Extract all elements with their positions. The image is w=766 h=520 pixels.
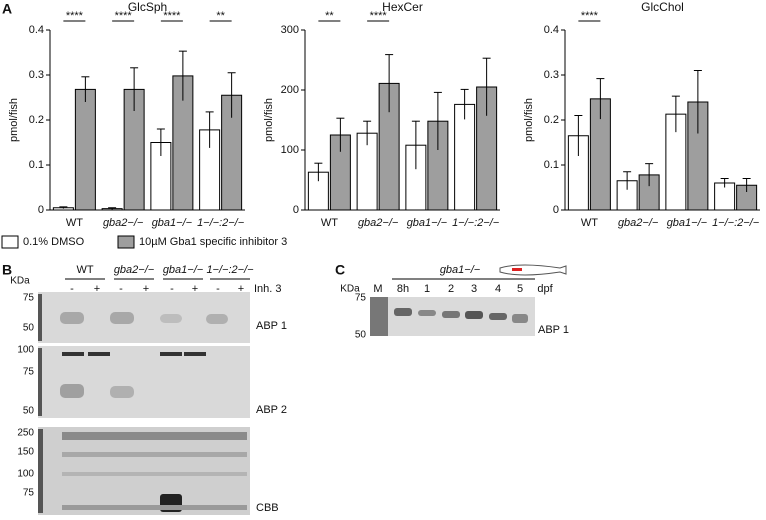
- significance-label: **: [325, 10, 334, 22]
- y-tick-label: 0.3: [29, 69, 44, 81]
- x-tick-label: WT: [321, 217, 338, 229]
- lane-label: -: [216, 283, 220, 295]
- x-tick-label: gba1−/−: [407, 217, 448, 229]
- gel-c: [370, 297, 535, 336]
- blot-label: ABP 2: [256, 404, 287, 416]
- marker-label: 100: [17, 345, 34, 356]
- x-tick-label: WT: [581, 217, 598, 229]
- y-tick-label: 0.3: [544, 69, 559, 81]
- lane-label: +: [238, 283, 244, 295]
- legend-swatch: [117, 235, 135, 249]
- lane-group-label: gba2−/−: [114, 264, 155, 276]
- panel-label: A: [2, 1, 12, 17]
- y-tick-label: 0: [553, 204, 559, 216]
- x-tick-label: gba2−/−: [358, 217, 399, 229]
- lane-group-label: WT: [76, 264, 93, 276]
- lane-label: 8h: [397, 283, 409, 295]
- lane-group-label: gba1−/−: [163, 264, 204, 276]
- y-tick-label: 100: [281, 144, 299, 156]
- marker-label: 250: [17, 428, 34, 439]
- significance-label: ****: [370, 10, 388, 22]
- lane-label: 4: [495, 283, 501, 295]
- x-tick-label: gba1−/−: [152, 217, 193, 229]
- y-axis-label: pmol/fish: [8, 98, 20, 142]
- y-tick-label: 0.1: [544, 159, 559, 171]
- y-tick-label: 0.1: [29, 159, 44, 171]
- treatment-label: Inh. 3: [254, 283, 282, 295]
- significance-label: ****: [163, 10, 181, 22]
- lane-label: M: [373, 283, 382, 295]
- y-tick-label: 200: [281, 84, 299, 96]
- legend-label: 0.1% DMSO: [23, 236, 85, 248]
- x-tick-label: 1−/−:2−/−: [452, 217, 500, 229]
- legend-swatch: [1, 235, 19, 249]
- panel-label: C: [335, 262, 345, 278]
- blot-label: ABP 1: [538, 324, 569, 336]
- bar: [74, 88, 96, 211]
- blot-label: CBB: [256, 502, 279, 514]
- marker-label: 75: [355, 293, 367, 304]
- bar: [454, 103, 476, 211]
- unit-label: KDa: [340, 284, 360, 295]
- marker-label: 75: [23, 293, 35, 304]
- y-tick-label: 0.4: [544, 24, 559, 36]
- gel-b1: [38, 292, 250, 343]
- lane-group-label: gba1−/−: [440, 264, 481, 276]
- chart-title: GlcChol: [641, 0, 684, 14]
- significance-label: ****: [115, 10, 133, 22]
- y-tick-label: 0.4: [29, 24, 44, 36]
- y-tick-label: 0: [38, 204, 44, 216]
- marker-label: 75: [23, 367, 35, 378]
- x-tick-label: 1−/−:2−/−: [712, 217, 760, 229]
- significance-label: ****: [66, 10, 84, 22]
- chart-title: HexCer: [382, 0, 423, 14]
- panel-label: B: [2, 262, 12, 278]
- y-tick-label: 0.2: [544, 114, 559, 126]
- fish-icon: [499, 264, 567, 276]
- x-tick-label: 1−/−:2−/−: [197, 217, 245, 229]
- lane-label: +: [143, 283, 149, 295]
- x-tick-label: gba2−/−: [103, 217, 144, 229]
- marker-label: 75: [23, 488, 35, 499]
- blot-label: ABP 1: [256, 320, 287, 332]
- unit-label: KDa: [10, 276, 30, 287]
- x-tick-label: WT: [66, 217, 83, 229]
- y-tick-label: 0.2: [29, 114, 44, 126]
- lane-label: -: [70, 283, 74, 295]
- gel-b3: [38, 427, 250, 515]
- lane-label: -: [119, 283, 123, 295]
- legend-label: 10µM Gba1 specific inhibitor 3: [139, 236, 287, 248]
- marker-label: 100: [17, 469, 34, 480]
- x-tick-label: gba1−/−: [667, 217, 708, 229]
- significance-label: ****: [581, 10, 599, 22]
- marker-label: 150: [17, 447, 34, 458]
- marker-label: 50: [355, 330, 367, 341]
- marker-label: 50: [23, 323, 35, 334]
- lane-label: +: [192, 283, 198, 295]
- y-axis-label: pmol/fish: [523, 98, 535, 142]
- y-axis-label: pmol/fish: [263, 98, 275, 142]
- significance-label: **: [216, 10, 225, 22]
- y-tick-label: 0: [293, 204, 299, 216]
- lane-label: +: [94, 283, 100, 295]
- y-tick-label: 300: [281, 24, 299, 36]
- lane-label: 1: [424, 283, 430, 295]
- x-tick-label: gba2−/−: [618, 217, 659, 229]
- lane-group-label: 1−/−:2−/−: [206, 264, 254, 276]
- lane-unit-label: dpf: [537, 283, 553, 295]
- chart-title: GlcSph: [128, 0, 167, 14]
- lane-label: 2: [448, 283, 454, 295]
- lane-label: 5: [517, 283, 523, 295]
- lane-label: -: [170, 283, 174, 295]
- lane-label: 3: [471, 283, 477, 295]
- marker-label: 50: [23, 406, 35, 417]
- gel-b2: [38, 346, 250, 418]
